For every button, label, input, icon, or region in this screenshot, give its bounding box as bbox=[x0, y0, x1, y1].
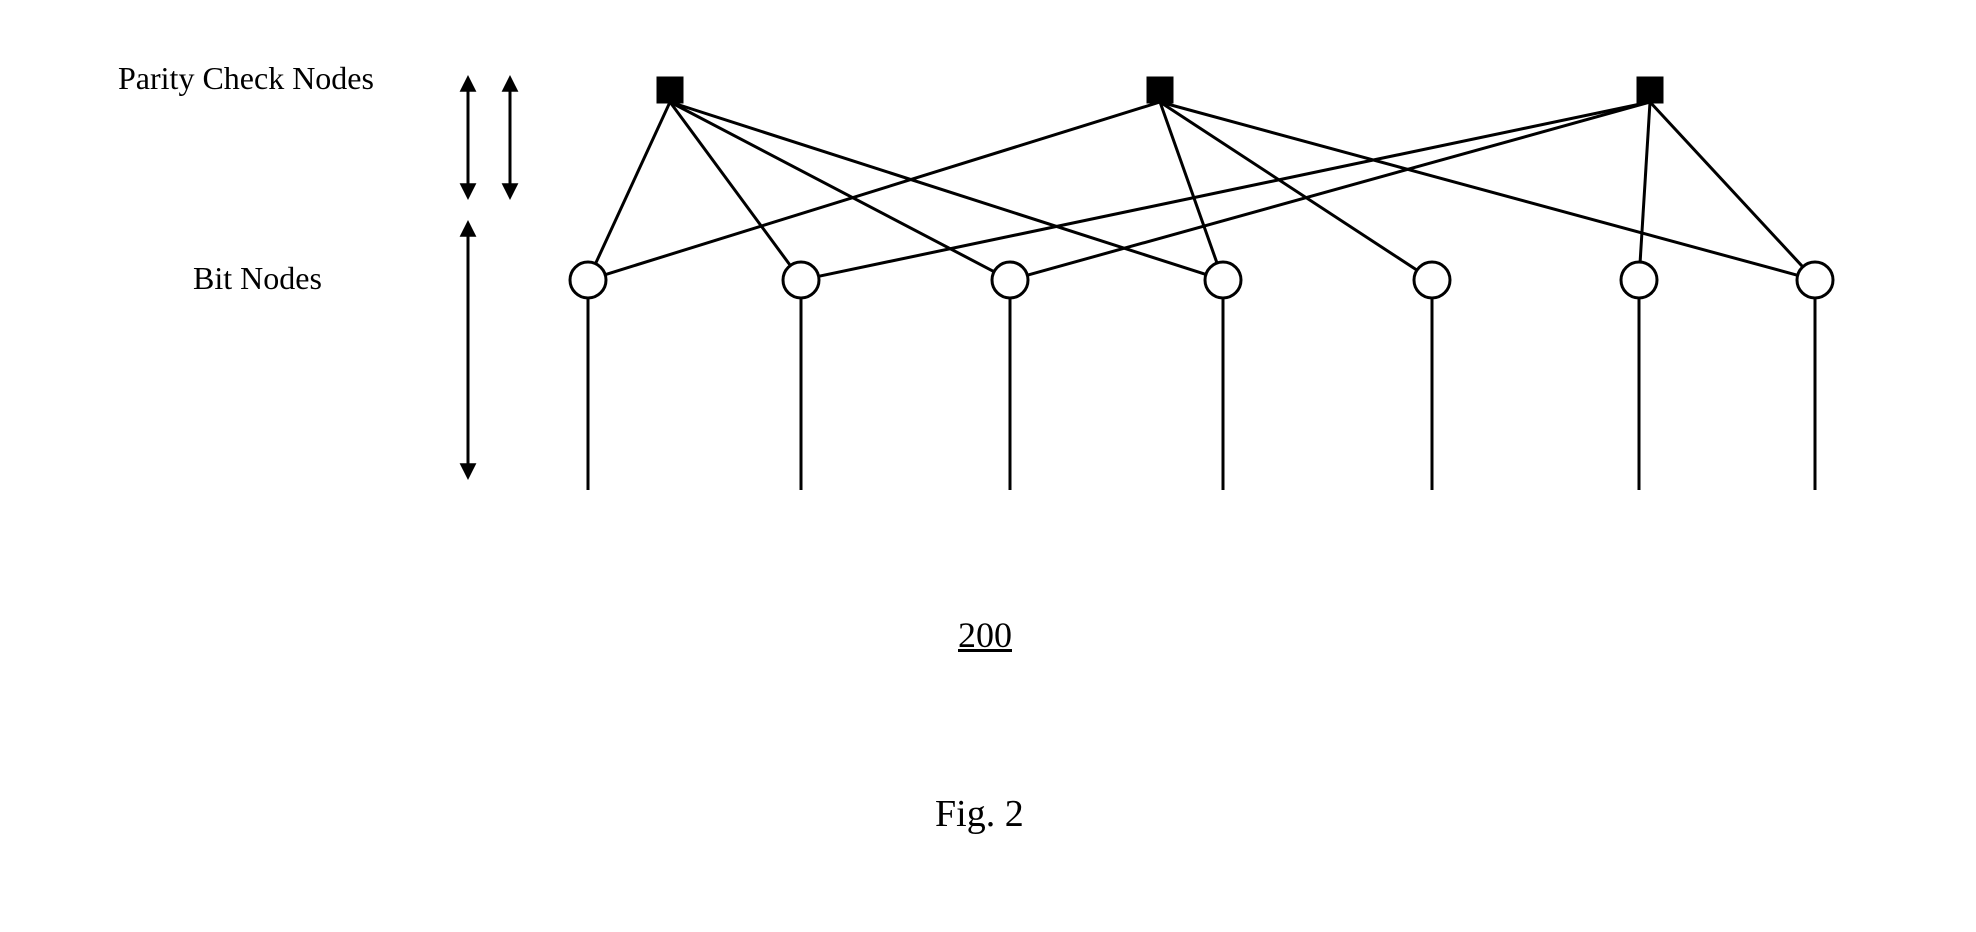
tanner-graph bbox=[0, 0, 1976, 932]
bit-node bbox=[1414, 262, 1450, 298]
parity-check-node bbox=[1148, 78, 1172, 102]
bit-node bbox=[1621, 262, 1657, 298]
bit-node bbox=[570, 262, 606, 298]
parity-check-node bbox=[658, 78, 682, 102]
parity-check-node bbox=[1638, 78, 1662, 102]
bit-node bbox=[783, 262, 819, 298]
bit-node bbox=[992, 262, 1028, 298]
bit-node bbox=[1797, 262, 1833, 298]
bit-node bbox=[1205, 262, 1241, 298]
